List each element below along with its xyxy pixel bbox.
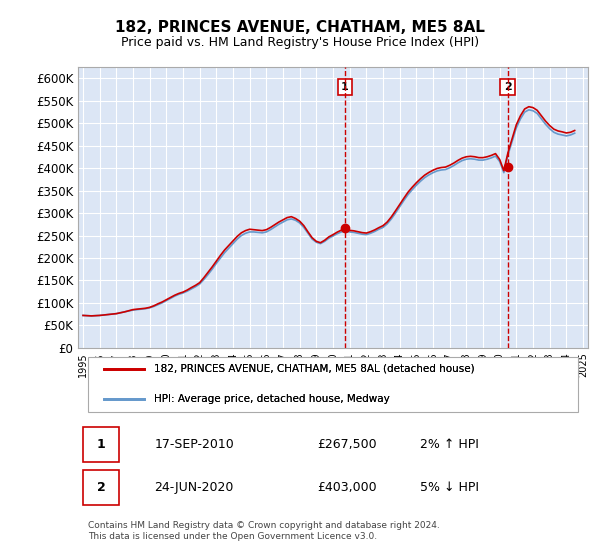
Text: Contains HM Land Registry data © Crown copyright and database right 2024.
This d: Contains HM Land Registry data © Crown c…	[88, 521, 440, 540]
Text: 2% ↑ HPI: 2% ↑ HPI	[420, 438, 479, 451]
Text: 2: 2	[504, 82, 512, 92]
FancyBboxPatch shape	[83, 470, 119, 505]
Text: 182, PRINCES AVENUE, CHATHAM, ME5 8AL (detached house): 182, PRINCES AVENUE, CHATHAM, ME5 8AL (d…	[155, 364, 475, 374]
Text: 2: 2	[97, 481, 106, 494]
Text: £403,000: £403,000	[318, 481, 377, 494]
Text: 5% ↓ HPI: 5% ↓ HPI	[420, 481, 479, 494]
Text: £267,500: £267,500	[318, 438, 377, 451]
Text: Price paid vs. HM Land Registry's House Price Index (HPI): Price paid vs. HM Land Registry's House …	[121, 36, 479, 49]
FancyBboxPatch shape	[88, 357, 578, 412]
Text: HPI: Average price, detached house, Medway: HPI: Average price, detached house, Medw…	[155, 394, 390, 404]
Text: 1: 1	[97, 438, 106, 451]
Text: 182, PRINCES AVENUE, CHATHAM, ME5 8AL (detached house): 182, PRINCES AVENUE, CHATHAM, ME5 8AL (d…	[155, 364, 475, 374]
FancyBboxPatch shape	[83, 427, 119, 462]
Text: 1: 1	[341, 82, 349, 92]
Text: HPI: Average price, detached house, Medway: HPI: Average price, detached house, Medw…	[155, 394, 390, 404]
Text: 182, PRINCES AVENUE, CHATHAM, ME5 8AL: 182, PRINCES AVENUE, CHATHAM, ME5 8AL	[115, 20, 485, 35]
Text: 17-SEP-2010: 17-SEP-2010	[155, 438, 234, 451]
Text: 24-JUN-2020: 24-JUN-2020	[155, 481, 234, 494]
